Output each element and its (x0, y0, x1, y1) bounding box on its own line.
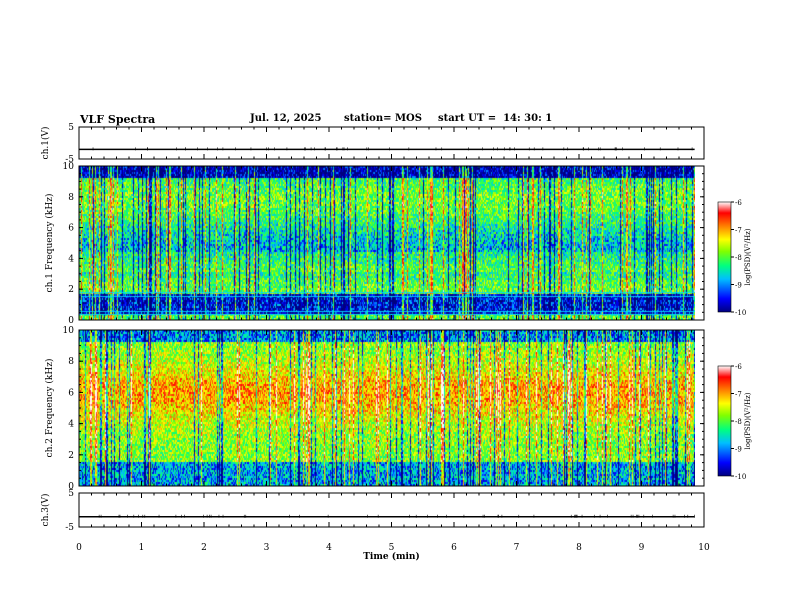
colorbar-tick-label: -7 (735, 391, 742, 399)
colorbar-tick-label: -10 (735, 473, 746, 481)
x-tick-label: 2 (201, 543, 207, 553)
x-tick-label: 5 (389, 543, 395, 553)
colorbar-label-1: log(PSD)(V²/Hz) (744, 228, 752, 285)
colorbar-2 (717, 365, 732, 477)
colorbar-tick-label: -8 (735, 418, 742, 426)
y-axis-label-1: ch.1 Frequency (kHz) (44, 194, 55, 293)
y-tick-label: 4 (68, 420, 74, 430)
y-tick-label: 0 (68, 316, 74, 326)
x-tick-label: 1 (139, 543, 145, 553)
x-tick-label: 3 (264, 543, 270, 553)
y-axis-label-3: ch.3(V) (40, 494, 51, 527)
y-tick-label: 5 (68, 489, 74, 499)
y-tick-label: 8 (68, 193, 74, 203)
y-tick-label: 2 (68, 451, 74, 461)
date-label: Jul. 12, 2025 (250, 113, 322, 124)
x-tick-label: 7 (514, 543, 520, 553)
x-tick-label: 4 (326, 543, 332, 553)
colorbar-1 (717, 201, 732, 313)
x-tick-label: 6 (451, 543, 457, 553)
y-tick-label: 8 (68, 357, 74, 367)
x-axis-label: Time (min) (363, 551, 420, 562)
y-tick-label: 2 (68, 285, 74, 295)
panel-frame-3 (78, 492, 705, 528)
y-tick-label: -5 (65, 523, 74, 533)
y-tick-label: 6 (68, 388, 74, 398)
y-axis-label-0: ch.1(V) (40, 127, 51, 160)
colorbar-tick-label: -6 (735, 363, 742, 371)
y-tick-label: 10 (63, 162, 75, 172)
y-tick-label: 10 (63, 326, 75, 336)
y-tick-label: 0 (68, 482, 74, 492)
colorbar-tick-label: -7 (735, 227, 742, 235)
x-tick-label: 10 (698, 543, 710, 553)
colorbar-tick-label: -8 (735, 254, 742, 262)
y-tick-label: -5 (65, 155, 74, 165)
x-tick-label: 9 (639, 543, 645, 553)
colorbar-label-2: log(PSD)(V²/Hz) (744, 392, 752, 449)
colorbar-tick-label: -6 (735, 199, 742, 207)
colorbar-tick-label: -9 (735, 282, 742, 290)
spectrogram-ch2 (79, 330, 695, 486)
y-axis-label-2: ch.2 Frequency (kHz) (44, 359, 55, 458)
start-time-label: start UT = 14: 30: 1 (438, 113, 553, 124)
colorbar-tick-label: -10 (735, 309, 746, 317)
spectrogram-ch1 (79, 166, 695, 320)
colorbar-tick-label: -9 (735, 446, 742, 454)
figure-title: VLF Spectra (80, 113, 156, 126)
x-tick-label: 8 (576, 543, 582, 553)
y-tick-label: 4 (68, 254, 74, 264)
x-tick-label: 0 (76, 543, 82, 553)
y-tick-label: 6 (68, 224, 74, 234)
station-label: station= MOS (344, 113, 422, 124)
y-tick-label: 5 (68, 123, 74, 133)
